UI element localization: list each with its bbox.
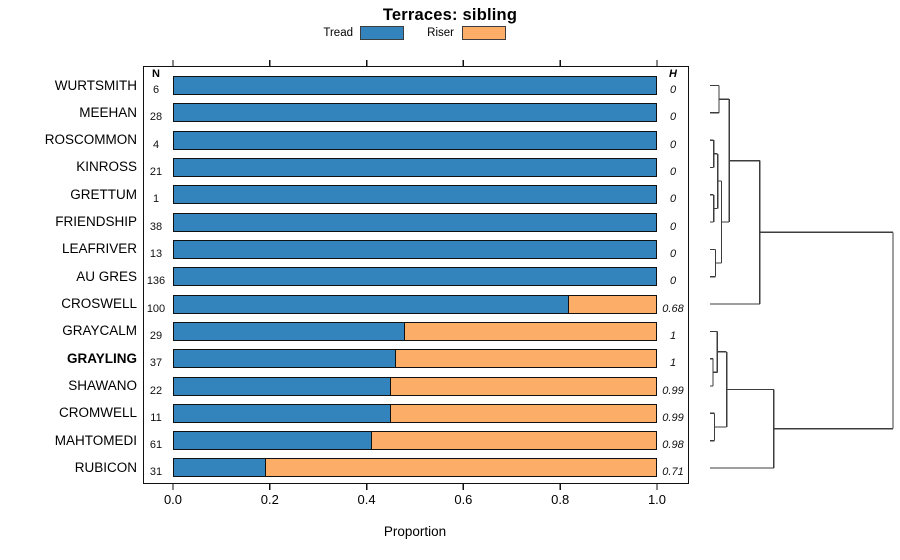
n-column-header: N [152,68,160,80]
row-label: MEEHAN [79,104,137,120]
tread-segment [174,131,656,149]
tread-segment [174,186,656,204]
x-tick-label: 1.0 [647,492,667,507]
tread-segment [174,295,570,313]
h-value: 0.99 [662,411,684,424]
row-label: CROMWELL [58,405,137,421]
row-label: CROSWELL [61,296,137,312]
n-value: 100 [146,302,166,315]
n-value: 61 [149,439,163,452]
h-value: 0 [669,275,677,288]
stacked-bar [173,185,657,205]
h-value: 0 [669,138,677,151]
tread-segment [174,404,391,422]
legend-swatch-riser [462,26,506,40]
stacked-bar [173,458,657,478]
tread-segment [174,213,656,231]
x-tick-label: 0.0 [163,492,183,507]
h-value: 0 [669,165,677,178]
tread-segment [174,377,391,395]
stacked-bar [173,294,657,314]
row-label: AU GRES [76,268,137,284]
h-value: 0 [669,84,677,96]
legend-label-tread: Tread [323,27,353,39]
n-value: 21 [149,165,163,178]
h-column-header: H [669,68,677,80]
n-value: 22 [149,384,163,397]
stacked-bar [173,130,657,150]
x-tick-label: 0.8 [551,492,570,507]
n-value: 38 [149,220,163,233]
h-value: 0 [669,193,677,206]
n-value: 11 [150,411,162,424]
n-value: 31 [149,466,163,479]
stacked-bar [173,157,657,177]
h-value: 0.71 [662,466,684,479]
row-label: SHAWANO [68,378,137,394]
h-value: 1 [669,357,677,370]
row-label: KINROSS [76,159,137,175]
stacked-bar [173,267,657,287]
n-value: 6 [152,84,160,96]
n-value: 28 [149,111,163,124]
stacked-bar [173,376,657,396]
legend-label-riser: Riser [427,27,454,39]
x-tick-label: 0.4 [357,492,376,507]
tread-segment [174,459,266,477]
stacked-bar [173,212,657,232]
stacked-bar [173,239,657,259]
h-value: 0.99 [662,384,684,397]
row-label: LEAFRIVER [61,241,137,257]
x-axis-title: Proportion [383,524,447,539]
tread-segment [174,240,656,258]
tread-segment [174,158,656,176]
h-value: 0.68 [662,302,684,315]
h-value: 0 [669,220,677,233]
stacked-bar [173,103,657,123]
h-value: 1 [669,329,677,342]
n-value: 4 [152,138,160,151]
tread-segment [174,350,396,368]
row-label: FRIENDSHIP [55,214,137,230]
tread-segment [174,322,406,340]
h-value: 0 [669,247,677,260]
chart-title: Terraces: sibling [382,6,518,24]
row-label: RUBICON [74,459,137,475]
h-value: 0 [669,111,677,124]
row-label: GRETTUM [70,186,137,202]
stacked-bar [173,403,657,423]
n-value: 13 [149,247,163,260]
row-label: MAHTOMEDI [54,432,137,448]
stacked-bar [173,76,657,95]
tread-segment [174,268,656,286]
row-label: ROSCOMMON [44,132,137,148]
x-tick-label: 0.6 [454,492,473,507]
stacked-bar [173,349,657,369]
row-label: GRAYCALM [62,323,137,339]
n-value: 29 [149,329,163,342]
n-value: 1 [152,193,160,206]
row-label: GRAYLING [66,350,137,366]
x-tick-label: 0.2 [260,492,279,507]
stacked-bar [173,321,657,341]
tread-segment [174,432,372,450]
legend-swatch-tread [360,26,404,40]
row-label: WURTSMITH [54,77,137,93]
n-value: 136 [146,275,166,288]
tread-segment [174,104,656,122]
stacked-bar [173,431,657,451]
tread-segment [174,77,656,94]
n-value: 37 [149,357,163,370]
h-value: 0.98 [662,439,684,452]
